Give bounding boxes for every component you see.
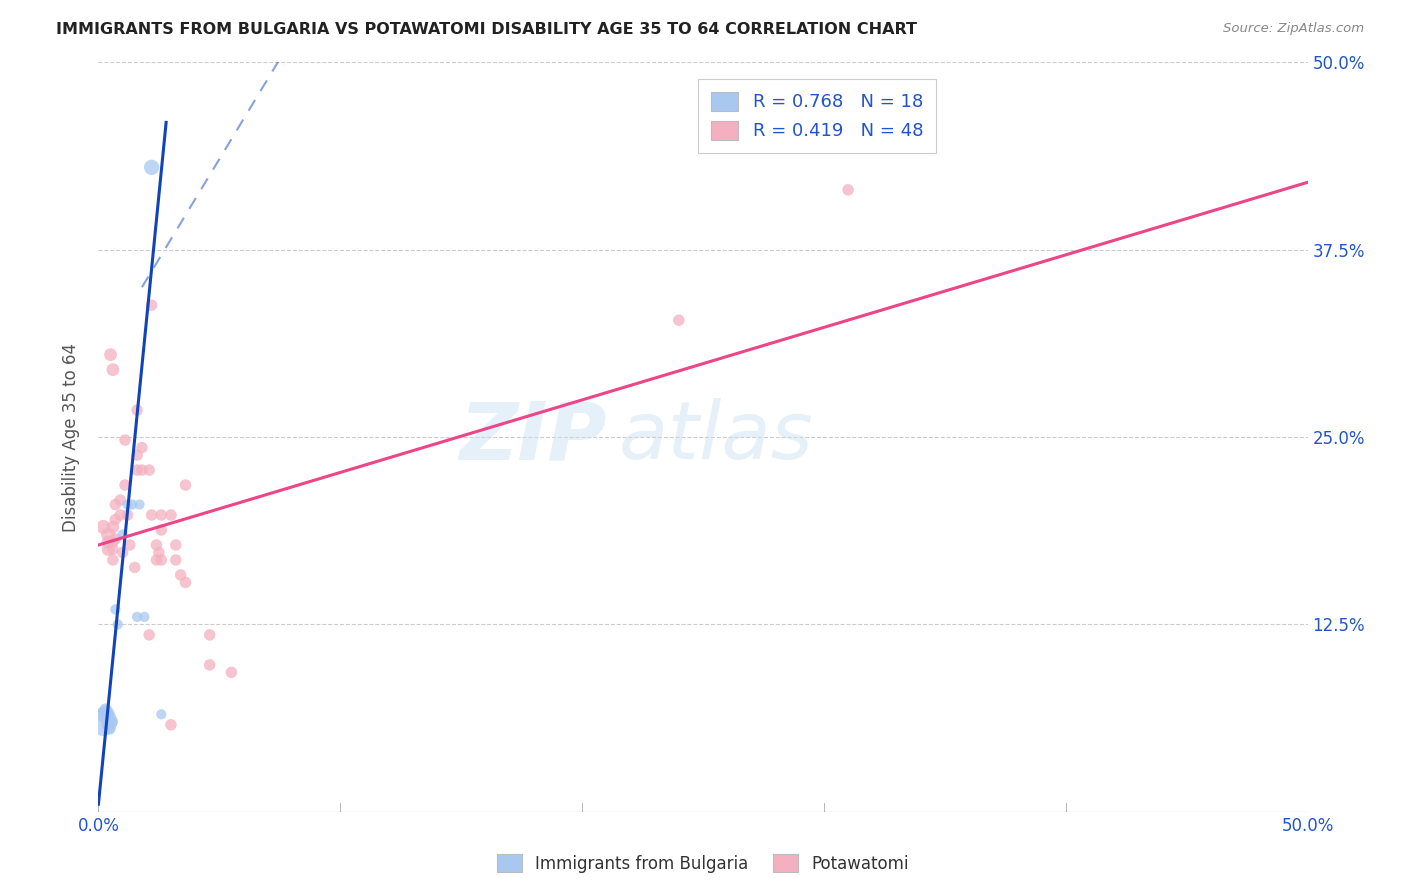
- Point: [124, 560, 146, 574]
- Point: [165, 553, 187, 567]
- Text: ZIP: ZIP: [458, 398, 606, 476]
- Point: [150, 707, 173, 722]
- Point: [117, 508, 139, 522]
- Point: [131, 441, 153, 455]
- Point: [101, 714, 124, 729]
- Point: [127, 463, 149, 477]
- Point: [138, 463, 160, 477]
- Point: [118, 538, 141, 552]
- Point: [107, 617, 129, 632]
- Legend: Immigrants from Bulgaria, Potawatomi: Immigrants from Bulgaria, Potawatomi: [491, 847, 915, 880]
- Point: [160, 508, 183, 522]
- Text: atlas: atlas: [619, 398, 813, 476]
- Point: [138, 628, 160, 642]
- Point: [114, 433, 136, 447]
- Point: [91, 714, 114, 729]
- Point: [101, 553, 124, 567]
- Point: [128, 498, 150, 512]
- Point: [101, 362, 124, 376]
- Point: [97, 542, 120, 557]
- Point: [94, 707, 117, 722]
- Point: [104, 498, 127, 512]
- Point: [134, 610, 156, 624]
- Point: [174, 575, 197, 590]
- Point: [145, 553, 167, 567]
- Point: [97, 707, 120, 722]
- Point: [169, 568, 191, 582]
- Point: [97, 535, 120, 549]
- Point: [111, 527, 134, 541]
- Point: [150, 508, 173, 522]
- Point: [127, 448, 149, 462]
- Point: [221, 665, 243, 680]
- Point: [114, 478, 136, 492]
- Point: [150, 553, 173, 567]
- Point: [141, 298, 163, 312]
- Point: [100, 723, 122, 737]
- Point: [104, 602, 127, 616]
- Point: [117, 498, 139, 512]
- Point: [104, 532, 127, 546]
- Point: [148, 545, 170, 559]
- Point: [141, 161, 163, 175]
- Point: [141, 508, 163, 522]
- Point: [198, 628, 221, 642]
- Point: [837, 183, 859, 197]
- Point: [174, 478, 197, 492]
- Point: [165, 538, 187, 552]
- Point: [97, 712, 120, 726]
- Point: [131, 463, 153, 477]
- Point: [145, 538, 167, 552]
- Point: [97, 718, 120, 732]
- Text: Source: ZipAtlas.com: Source: ZipAtlas.com: [1223, 22, 1364, 36]
- Point: [101, 520, 124, 534]
- Point: [111, 545, 134, 559]
- Point: [127, 610, 149, 624]
- Point: [127, 403, 149, 417]
- Point: [94, 703, 117, 717]
- Point: [108, 493, 131, 508]
- Point: [108, 508, 131, 522]
- Point: [150, 523, 173, 537]
- Text: IMMIGRANTS FROM BULGARIA VS POTAWATOMI DISABILITY AGE 35 TO 64 CORRELATION CHART: IMMIGRANTS FROM BULGARIA VS POTAWATOMI D…: [56, 22, 917, 37]
- Point: [101, 542, 124, 557]
- Point: [100, 348, 122, 362]
- Point: [160, 718, 183, 732]
- Point: [121, 498, 143, 512]
- Y-axis label: Disability Age 35 to 64: Disability Age 35 to 64: [62, 343, 80, 532]
- Point: [668, 313, 690, 327]
- Point: [104, 512, 127, 526]
- Legend: R = 0.768   N = 18, R = 0.419   N = 48: R = 0.768 N = 18, R = 0.419 N = 48: [699, 79, 936, 153]
- Point: [198, 657, 221, 672]
- Point: [91, 520, 114, 534]
- Point: [97, 527, 120, 541]
- Point: [101, 535, 124, 549]
